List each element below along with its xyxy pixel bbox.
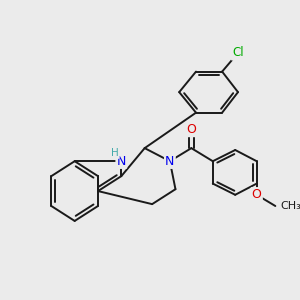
Text: Cl: Cl <box>232 46 244 59</box>
Text: CH₃: CH₃ <box>280 201 300 211</box>
Text: H: H <box>111 148 119 158</box>
Text: O: O <box>186 123 196 136</box>
Text: N: N <box>165 155 175 168</box>
Text: O: O <box>252 188 262 201</box>
Text: N: N <box>117 155 126 168</box>
